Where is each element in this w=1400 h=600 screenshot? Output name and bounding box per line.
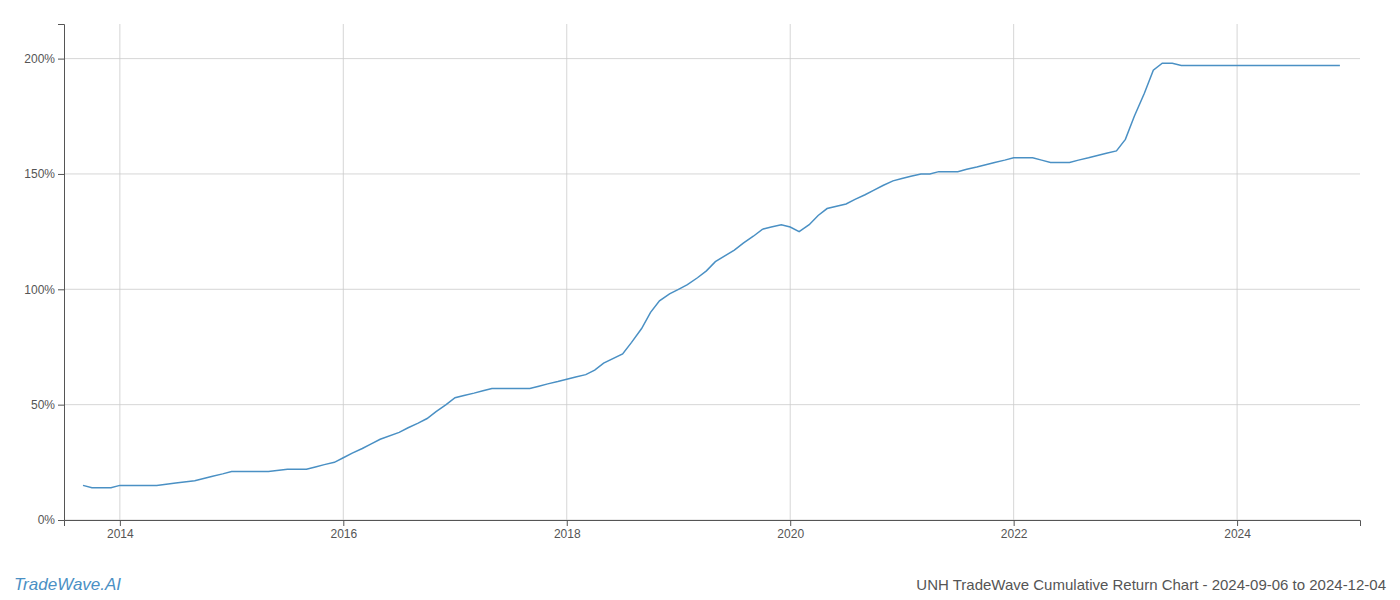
x-tick-label: 2020: [777, 527, 804, 541]
x-tick: 2020: [777, 520, 804, 541]
grid: [64, 24, 1360, 520]
x-tick-label: 2018: [554, 527, 581, 541]
y-tick: 200%: [24, 52, 64, 66]
y-tick-label: 150%: [24, 167, 55, 181]
x-tick: 2016: [330, 520, 357, 541]
x-grid-line: [566, 24, 567, 520]
y-tick-label: 0%: [38, 513, 56, 527]
watermark: TradeWave.AI: [14, 575, 121, 594]
y-tick-label: 200%: [24, 52, 55, 66]
x-tick-mark: [343, 520, 344, 526]
y-axis-line: [58, 25, 65, 521]
x-tick-label: 2022: [1001, 527, 1028, 541]
x-tick: 2018: [554, 520, 581, 541]
y-tick: 50%: [31, 398, 64, 412]
y-grid-line: [64, 58, 1360, 59]
y-tick-label: 50%: [31, 398, 55, 412]
x-tick-mark: [790, 520, 791, 526]
x-grid-line: [1013, 24, 1014, 520]
x-tick-mark: [567, 520, 568, 526]
chart-svg: 2014 2016 2018 2020 2022 2024 0% 50% 100% 150% 200…: [0, 0, 1400, 600]
y-grid-line: [64, 289, 1360, 290]
y-tick: 0%: [38, 513, 64, 527]
y-grid-line: [64, 173, 1360, 174]
x-axis-line: [65, 521, 1361, 527]
x-tick-mark: [1237, 520, 1238, 526]
y-tick-label: 100%: [24, 283, 55, 297]
chart-container: 2014 2016 2018 2020 2022 2024 0% 50% 100% 150% 200…: [0, 0, 1400, 600]
x-tick: 2014: [107, 520, 134, 541]
x-tick-label: 2014: [107, 527, 134, 541]
y-tick: 150%: [24, 167, 64, 181]
y-axis: 0% 50% 100% 150% 200%: [24, 25, 64, 528]
x-tick: 2024: [1224, 520, 1251, 541]
y-tick-mark: [58, 174, 64, 175]
x-grid-line: [343, 24, 344, 520]
plot-area: 2014 2016 2018 2020 2022 2024 0% 50% 100% 150% 200…: [24, 24, 1360, 541]
x-grid-line: [790, 24, 791, 520]
x-tick-mark: [1014, 520, 1015, 526]
x-tick-label: 2016: [330, 527, 357, 541]
x-grid-line: [119, 24, 120, 520]
x-tick: 2022: [1001, 520, 1028, 541]
x-grid-line: [1237, 24, 1238, 520]
y-grid-line: [64, 404, 1360, 405]
y-tick-mark: [58, 289, 64, 290]
x-axis: 2014 2016 2018 2020 2022 2024: [65, 520, 1361, 541]
marks: [83, 63, 1340, 487]
x-tick-mark: [120, 520, 121, 526]
title: UNH TradeWave Cumulative Return Chart - …: [916, 576, 1386, 593]
line: [83, 63, 1340, 487]
y-tick-mark: [58, 405, 64, 406]
y-tick: 100%: [24, 283, 64, 297]
x-tick-label: 2024: [1224, 527, 1251, 541]
y-tick-mark: [58, 59, 64, 60]
y-tick-mark: [58, 520, 64, 521]
